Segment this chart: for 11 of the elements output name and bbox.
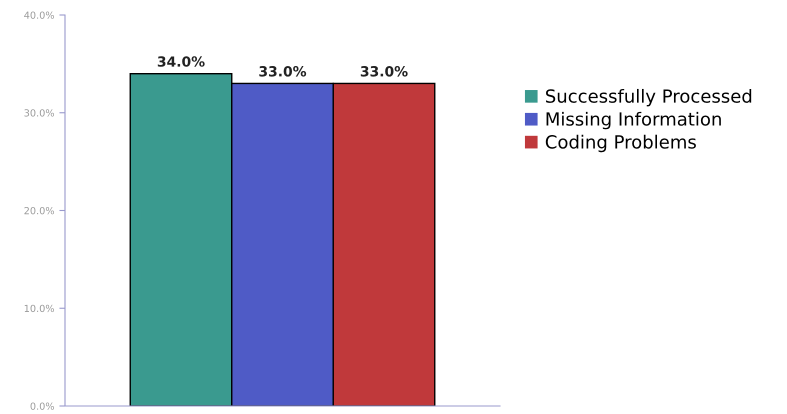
legend-label: Coding Problems bbox=[546, 134, 696, 152]
y-tick-label: 0.0% bbox=[30, 402, 54, 410]
data-label: 33.0% bbox=[360, 66, 408, 77]
data-label: 34.0% bbox=[158, 56, 205, 67]
y-tick-label: 20.0% bbox=[24, 206, 54, 214]
legend-label: Successfully Processed bbox=[546, 88, 752, 106]
y-tick-label: 40.0% bbox=[24, 11, 54, 19]
legend-label: Missing Information bbox=[546, 112, 721, 130]
data-label: 33.0% bbox=[259, 66, 306, 77]
y-tick-label: 30.0% bbox=[24, 109, 54, 117]
y-tick-label: 10.0% bbox=[24, 304, 54, 312]
